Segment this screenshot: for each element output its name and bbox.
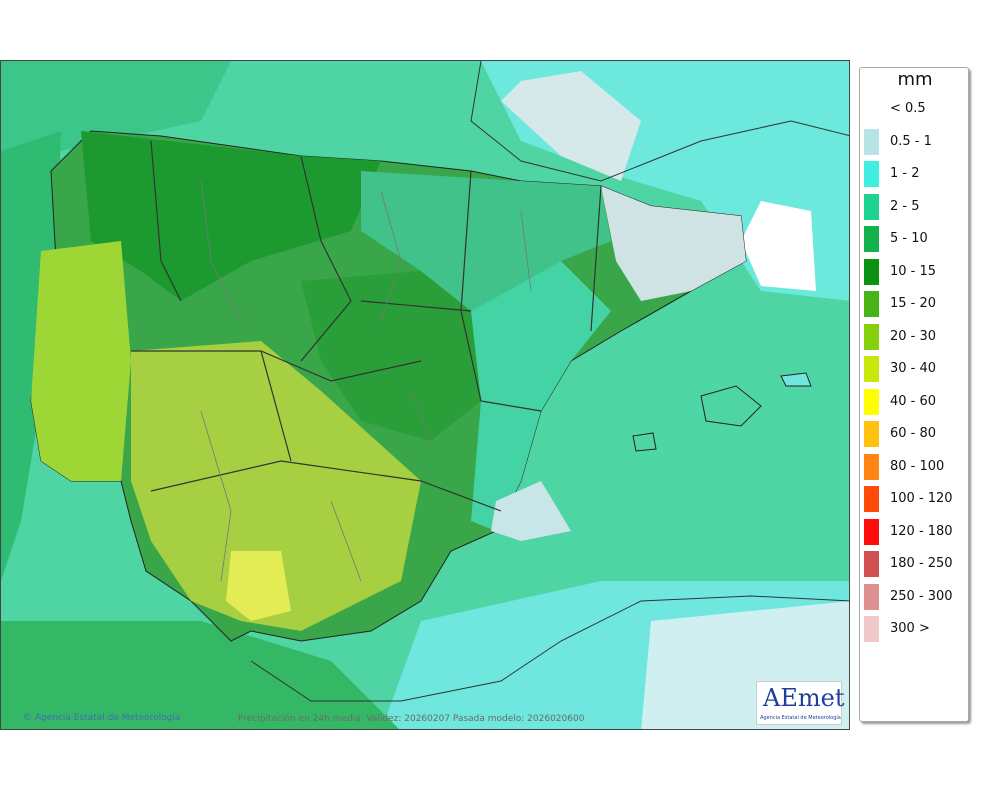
legend-label: < 0.5 xyxy=(890,101,926,116)
legend-swatch xyxy=(864,226,879,252)
legend-label: 15 - 20 xyxy=(890,296,937,311)
legend-swatch xyxy=(864,421,879,447)
legend-label: 2 - 5 xyxy=(890,198,920,214)
legend-item: 10 - 15 xyxy=(864,258,968,285)
ibiza-island xyxy=(632,432,657,452)
legend-swatch xyxy=(864,388,879,415)
copyright-icon: © xyxy=(23,713,32,723)
credit-text: © Agencia Estatal de Meteorología xyxy=(23,713,180,723)
legend-item: 20 - 30 xyxy=(864,323,968,350)
southeast-dry xyxy=(491,481,571,541)
legend-item: 80 - 100 xyxy=(864,453,968,480)
legend-label: 40 - 60 xyxy=(890,393,937,409)
legend-label: 300 > xyxy=(890,621,930,636)
legend-item: 300 > xyxy=(864,616,968,642)
legend-label: 120 - 180 xyxy=(890,523,953,539)
legend-label: 30 - 40 xyxy=(890,361,937,376)
legend-label: 10 - 15 xyxy=(890,263,937,279)
legend-item: 15 - 20 xyxy=(864,291,968,317)
province-borders xyxy=(200,180,532,582)
legend-swatch xyxy=(864,356,879,382)
menorca-island xyxy=(780,372,812,387)
aemet-wordmark: AEmet xyxy=(763,684,845,712)
legend-label: 100 - 120 xyxy=(890,491,953,506)
legend-swatch xyxy=(864,291,879,317)
legend-item: 120 - 180 xyxy=(864,518,968,545)
precipitation-map[interactable]: © Agencia Estatal de Meteorología Precip… xyxy=(0,60,850,730)
legend-label: 20 - 30 xyxy=(890,328,937,344)
ebro-area xyxy=(361,171,611,311)
mallorca-island xyxy=(700,385,762,427)
legend-item: < 0.5 xyxy=(864,96,968,122)
legend-item: 180 - 250 xyxy=(864,551,968,577)
legend-item: 250 - 300 xyxy=(864,583,968,610)
legend-item: 60 - 80 xyxy=(864,421,968,447)
south-west-wet xyxy=(1,621,399,729)
legend-swatch xyxy=(864,323,879,350)
legend-item: 100 - 120 xyxy=(864,486,968,512)
legend-swatch xyxy=(864,583,879,610)
region-borders xyxy=(131,140,602,512)
legend-item: 30 - 40 xyxy=(864,356,968,382)
southwest-yellow-area xyxy=(131,341,421,631)
legend-label: 80 - 100 xyxy=(890,458,945,474)
legend-swatch xyxy=(864,551,879,577)
aemet-logo[interactable]: AEmet Agencia Estatal de Meteorología xyxy=(756,681,845,725)
legend-label: 5 - 10 xyxy=(890,231,928,246)
portugal-dry-area xyxy=(31,241,131,481)
legend-swatch xyxy=(864,193,879,220)
legend-label: 60 - 80 xyxy=(890,426,937,441)
africa-coast xyxy=(250,595,849,702)
legend-swatch xyxy=(864,128,879,155)
legend-swatch xyxy=(864,161,879,187)
legend-label: 250 - 300 xyxy=(890,588,953,604)
dry-zone-east xyxy=(741,201,816,291)
south-max-area xyxy=(226,551,291,621)
aemet-subtitle: Agencia Estatal de Meteorología xyxy=(760,715,841,721)
catalonia-dry xyxy=(601,186,746,301)
east-sea-wet xyxy=(561,311,849,541)
legend-item: 40 - 60 xyxy=(864,388,968,415)
france-coast xyxy=(470,61,849,182)
legend-swatch xyxy=(864,96,879,122)
legend-swatch xyxy=(864,486,879,512)
map-canvas xyxy=(1,61,849,729)
legend-label: 1 - 2 xyxy=(890,166,920,181)
west-sea-area xyxy=(1,131,61,581)
gulf-lion-dry xyxy=(501,71,641,181)
legend-item: 1 - 2 xyxy=(864,161,968,187)
north-wet-area xyxy=(81,131,381,301)
precipitation-legend: mm < 0.5 0.5 - 1 1 - 2 2 - 5 5 - 10 10 - 15 15… xyxy=(859,67,969,722)
map-caption: Precipitación en 24h media. Validez: 202… xyxy=(238,714,585,724)
legend-item: 0.5 - 1 xyxy=(864,128,968,155)
legend-label: 180 - 250 xyxy=(890,556,953,571)
legend-item: 5 - 10 xyxy=(864,226,968,252)
legend-label: 0.5 - 1 xyxy=(890,133,932,149)
legend-unit: mm xyxy=(897,69,933,90)
legend-swatch xyxy=(864,258,879,285)
legend-swatch xyxy=(864,616,879,642)
legend-item: 2 - 5 xyxy=(864,193,968,220)
credit-label: Agencia Estatal de Meteorología xyxy=(34,713,181,723)
legend-swatch xyxy=(864,453,879,480)
east-coast-light xyxy=(471,261,611,531)
central-wet-area xyxy=(301,271,481,441)
legend-swatch xyxy=(864,518,879,545)
